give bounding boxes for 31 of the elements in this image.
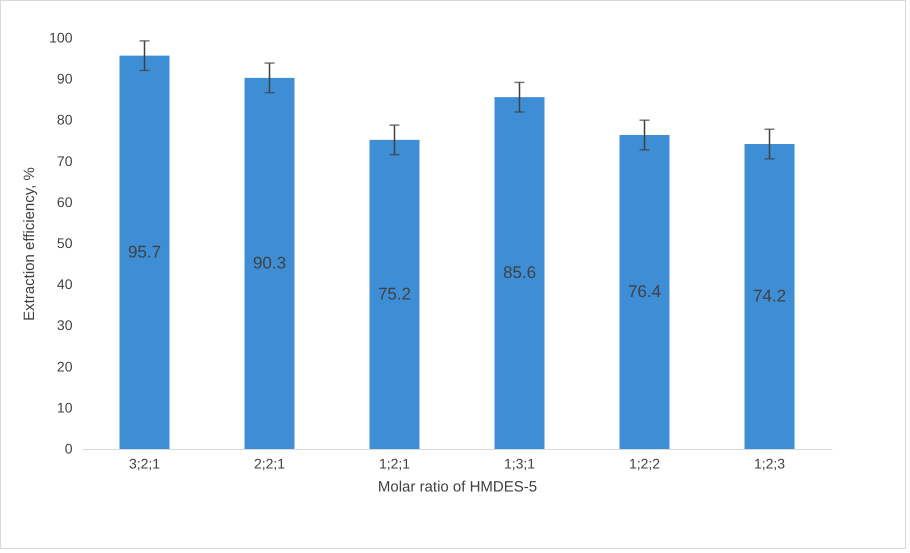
y-tick-label: 50 [56, 235, 73, 251]
bar [244, 78, 294, 449]
data-label: 75.2 [378, 284, 412, 304]
y-tick-label: 100 [49, 30, 73, 46]
y-tick-label: 80 [56, 112, 73, 128]
data-label: 76.4 [628, 282, 662, 301]
y-tick-label: 40 [56, 276, 73, 292]
bar [494, 97, 544, 449]
x-tick-label: 1;2;3 [754, 456, 786, 472]
data-label: 95.7 [128, 242, 162, 262]
data-label: 74.2 [752, 286, 786, 306]
y-tick-label: 90 [56, 70, 73, 87]
x-tick-label: 1;3;1 [504, 456, 536, 472]
x-tick-label: 1;2;2 [628, 456, 660, 472]
data-label: 90.3 [252, 253, 286, 272]
data-label: 85.6 [502, 263, 536, 282]
y-tick-label: 70 [56, 152, 73, 169]
x-tick-label: 3;2;1 [128, 456, 160, 472]
y-tick-label: 10 [56, 399, 73, 416]
x-tick-label: 1;2;1 [378, 456, 410, 472]
y-tick-label: 30 [56, 317, 73, 334]
y-axis-title: Extraction efficiency, % [21, 167, 38, 321]
bar [620, 134, 670, 449]
y-tick-label: 60 [56, 194, 73, 210]
bar [744, 144, 794, 449]
y-tick-label: 0 [64, 440, 73, 456]
x-axis-title: Molar ratio of HMDES-5 [378, 478, 538, 496]
x-tick-label: 2;2;1 [254, 456, 286, 472]
bar [370, 140, 420, 449]
y-tick-label: 20 [56, 358, 73, 374]
bar [120, 56, 170, 449]
